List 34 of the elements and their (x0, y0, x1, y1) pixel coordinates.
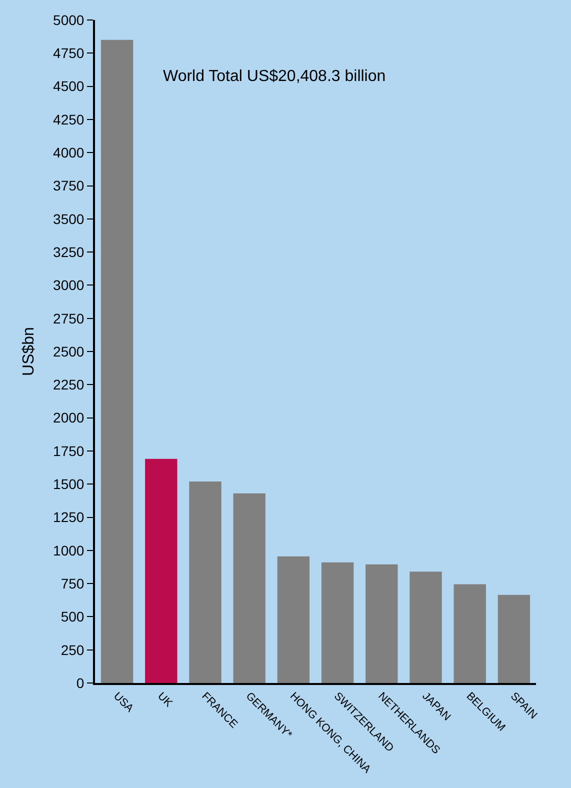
annotation: World Total US$20,408.3 billion (163, 68, 386, 85)
y-tick-label: 2500 (53, 343, 84, 360)
bar (454, 584, 486, 683)
y-tick-label: 3250 (53, 244, 84, 260)
y-tick-label: 3000 (53, 277, 84, 294)
y-tick-label: 1000 (53, 542, 84, 558)
y-tick-label: 250 (60, 642, 84, 658)
y-tick-label: 1750 (53, 442, 84, 459)
y-tick-label: 5000 (53, 12, 84, 28)
y-tick-label: 4750 (53, 45, 84, 62)
y-tick-label: 1500 (53, 476, 84, 492)
y-tick-label: 1250 (53, 509, 84, 526)
bar (277, 556, 310, 683)
y-tick-label: 2250 (53, 376, 84, 393)
bar (189, 481, 222, 683)
x-tick-label: UK (155, 690, 175, 710)
y-tick-label: 750 (60, 575, 84, 592)
y-tick-label: 0 (76, 674, 84, 691)
bar (410, 572, 442, 683)
y-tick-label: 3500 (53, 210, 84, 227)
bar (100, 40, 134, 683)
bar (145, 458, 178, 683)
y-tick-label: 4000 (53, 144, 84, 160)
bar (321, 562, 354, 683)
y-tick-label: 500 (60, 608, 84, 625)
y-tick-label: 3750 (53, 178, 84, 194)
bar (366, 564, 398, 683)
y-axis-title: US$bn (20, 327, 38, 376)
y-tick-label: 4250 (53, 111, 84, 128)
y-tick-label: 4500 (53, 78, 84, 94)
y-tick-label: 2000 (53, 410, 84, 426)
bar (233, 493, 266, 683)
y-tick-label: 2750 (53, 310, 84, 326)
bar (498, 594, 530, 683)
